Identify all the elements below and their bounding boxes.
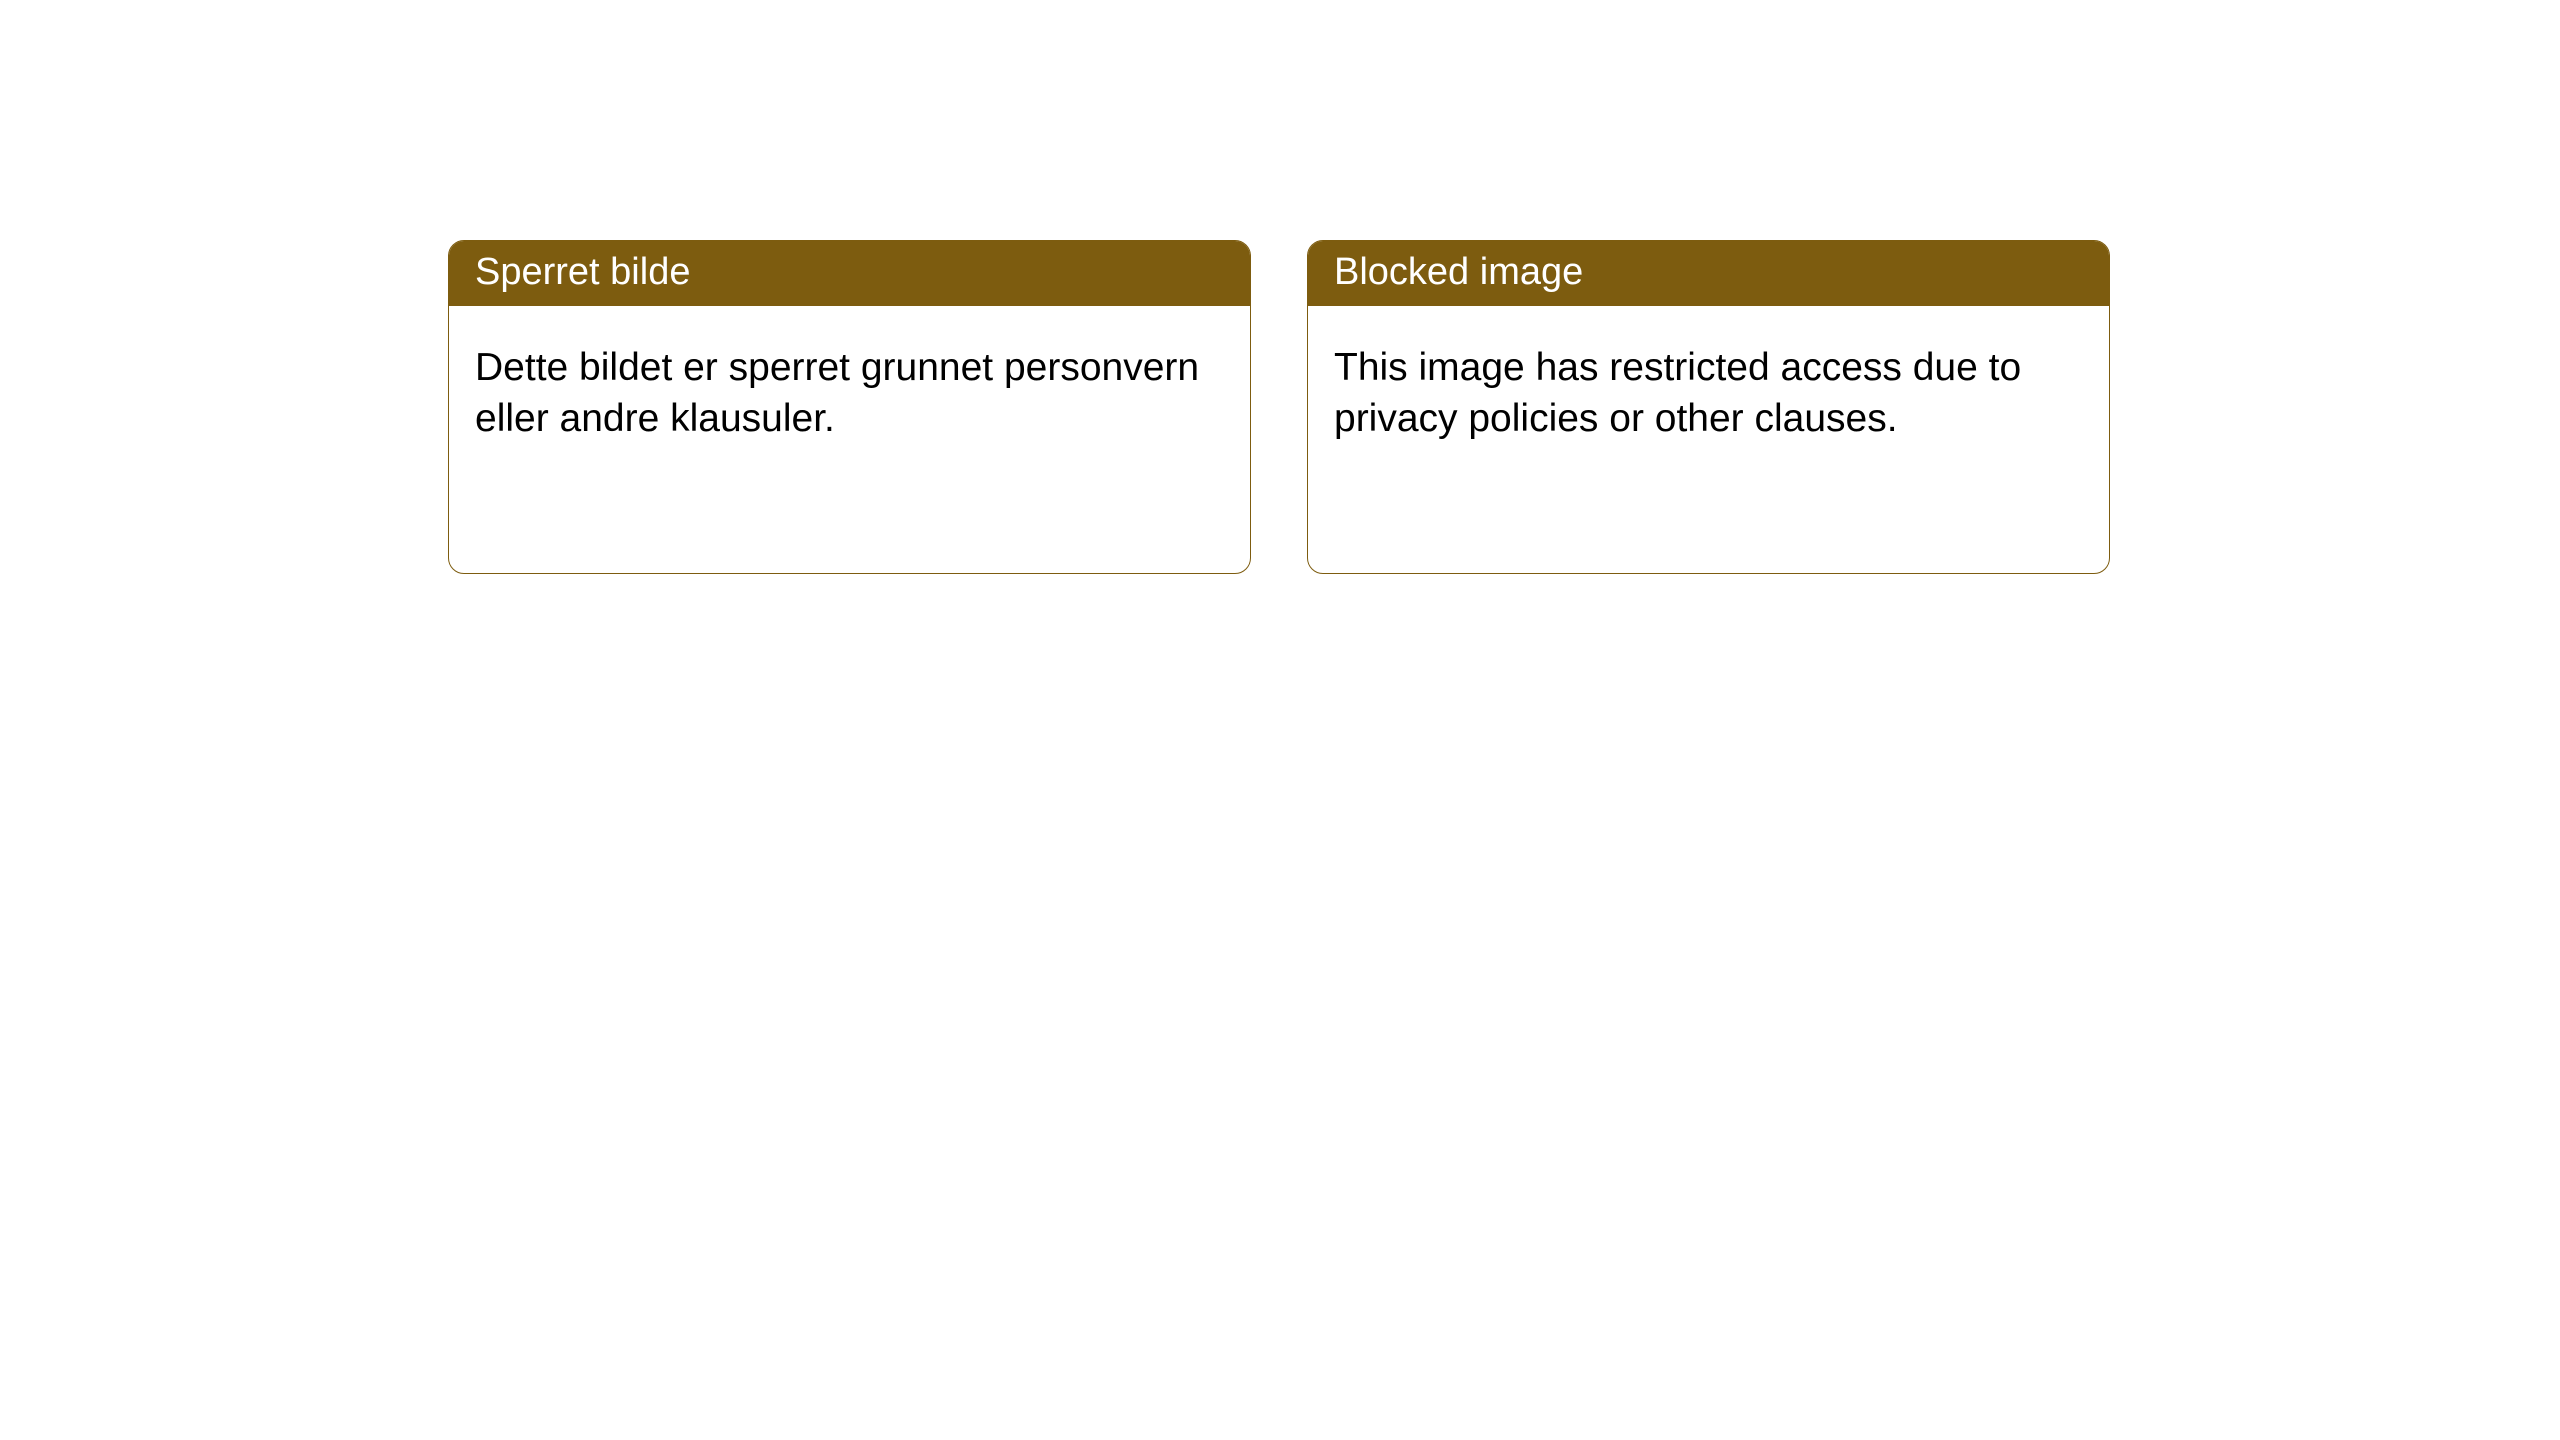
notice-cards-container: Sperret bilde Dette bildet er sperret gr… xyxy=(0,0,2560,574)
notice-card-no: Sperret bilde Dette bildet er sperret gr… xyxy=(448,240,1251,574)
notice-card-body-text: This image has restricted access due to … xyxy=(1334,346,2021,440)
notice-card-title: Blocked image xyxy=(1334,251,1583,293)
notice-card-body-text: Dette bildet er sperret grunnet personve… xyxy=(475,346,1199,440)
notice-card-title: Sperret bilde xyxy=(475,251,690,293)
notice-card-body: Dette bildet er sperret grunnet personve… xyxy=(449,306,1250,471)
notice-card-header: Sperret bilde xyxy=(449,241,1250,306)
notice-card-header: Blocked image xyxy=(1308,241,2109,306)
notice-card-body: This image has restricted access due to … xyxy=(1308,306,2109,471)
notice-card-en: Blocked image This image has restricted … xyxy=(1307,240,2110,574)
